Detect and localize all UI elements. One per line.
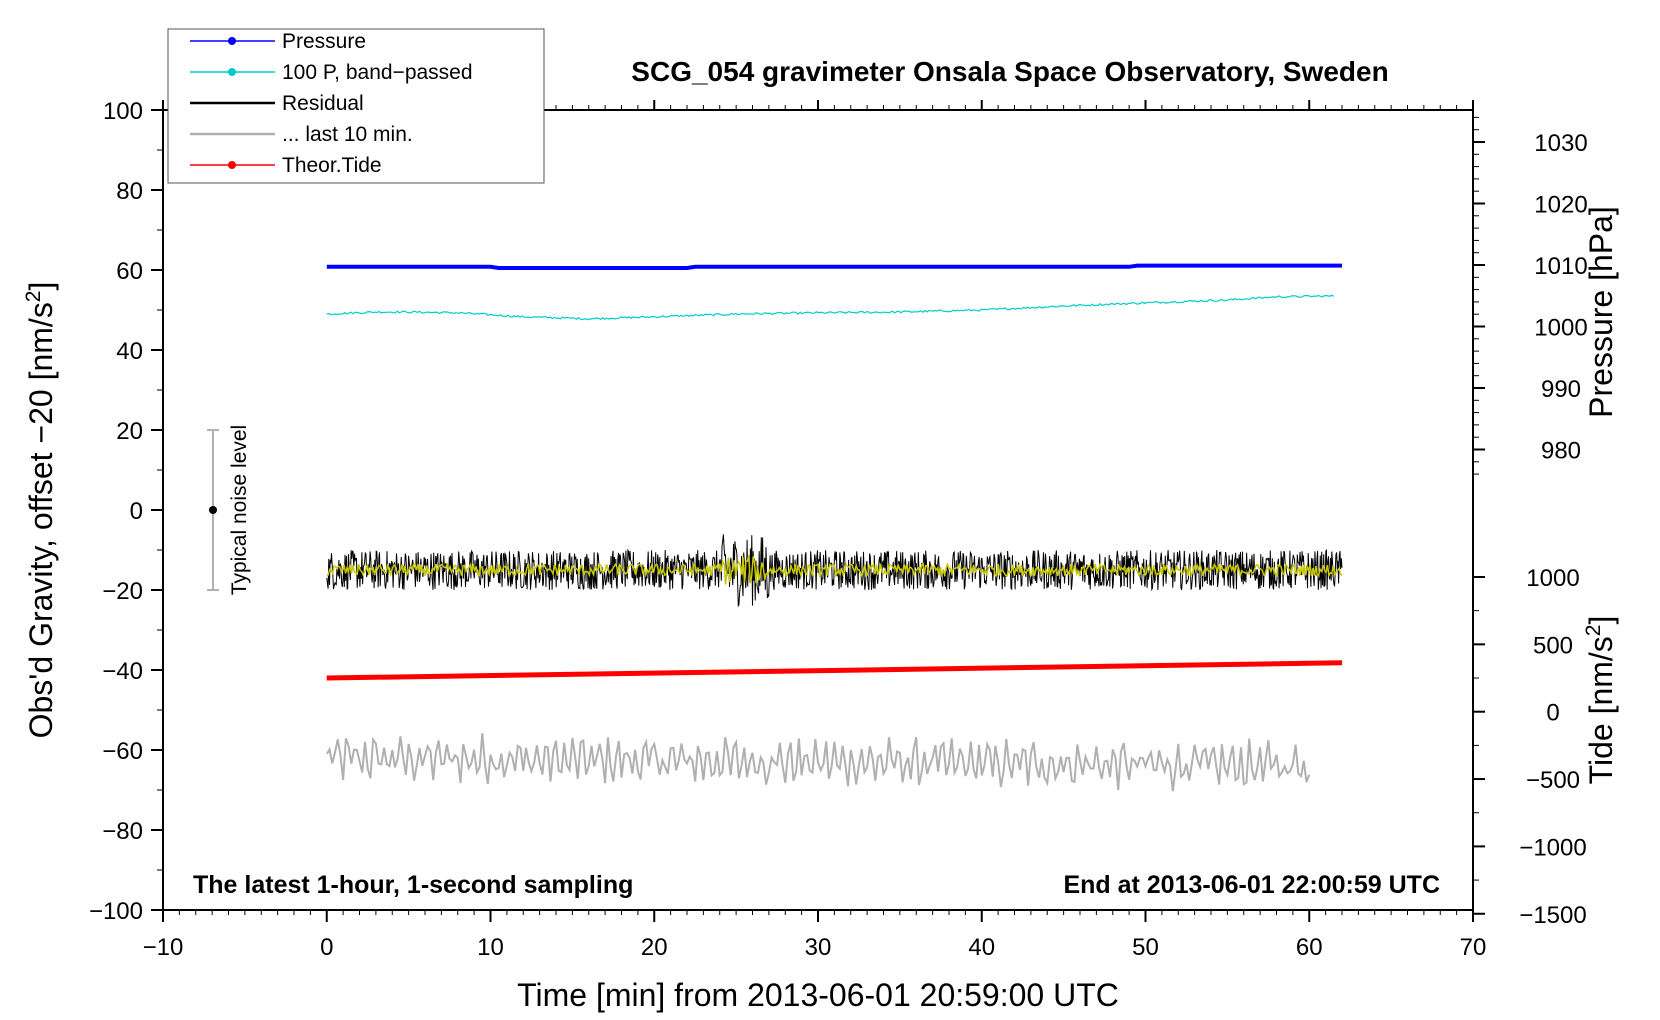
y-tick-label: −80: [102, 818, 143, 845]
y-axis-label-left: Obs'd Gravity, offset −20 [nm/s2]: [22, 282, 59, 739]
x-minor-ticks: [178, 105, 1458, 915]
pressure-ticks: 1030 1020 1010 1000 990 980: [1473, 116, 1588, 475]
y-tick-label: 20: [116, 418, 143, 445]
y-tick-label: 0: [130, 498, 143, 525]
legend-items: Pressure 100 P, band−passed Residual ... la…: [190, 30, 473, 177]
pressure-tick-label: 1020: [1534, 192, 1587, 219]
y-tick-label: 40: [116, 338, 143, 365]
legend-marker: [228, 68, 236, 76]
x-tick-label: 30: [805, 934, 832, 961]
legend-marker: [228, 37, 236, 45]
legend-label: Residual: [282, 92, 364, 115]
tide-tick-label: 1000: [1526, 565, 1579, 592]
y-label-left-sup: 2: [22, 290, 45, 302]
tide-tick-label: 500: [1533, 632, 1573, 659]
y-tick-label: −100: [89, 898, 143, 925]
y-tick-label: 100: [103, 98, 143, 125]
x-tick-label: 0: [320, 934, 333, 961]
noise-label: Typical noise level: [228, 425, 251, 595]
legend: Pressure 100 P, band−passed Residual ... la…: [167, 28, 545, 184]
x-tick-label: 20: [641, 934, 668, 961]
y-label-left-text: Obs'd Gravity, offset −20 [nm/s: [23, 302, 59, 738]
y-tick-label: −60: [102, 738, 143, 765]
legend-label: ... last 10 min.: [282, 123, 413, 146]
plot-frame: [162, 109, 1474, 911]
pressure-tick-label: 1010: [1534, 253, 1587, 280]
series-theor-tide: [326, 660, 1343, 681]
pressure-tick-label: 1000: [1534, 315, 1587, 342]
noise-bar: Typical noise level: [207, 425, 251, 595]
x-tick-label: 60: [1296, 934, 1323, 961]
chart-title: SCG_054 gravimeter Onsala Space Observat…: [631, 56, 1388, 87]
y-tick-label: 60: [116, 258, 143, 285]
pressure-tick-label: 980: [1541, 438, 1581, 465]
tide-tick-label: −1500: [1519, 902, 1586, 929]
tide-label-text: Tide [nm/s: [1583, 636, 1619, 784]
tide-label-close: ]: [1583, 616, 1619, 625]
x-tick-label: 70: [1460, 934, 1487, 961]
legend-box: [167, 28, 545, 184]
pressure-tick-label: 1030: [1534, 130, 1587, 157]
tide-ticks: 1000 500 0 −500 −1000 −1500: [1473, 565, 1587, 929]
x-tick-label: 40: [968, 934, 995, 961]
tide-axis-label: Tide [nm/s2]: [1582, 616, 1619, 785]
series-pressure-band-passed: [326, 294, 1335, 321]
noise-bar-center-dot: [209, 506, 217, 514]
note-right: End at 2013-06-01 22:00:59 UTC: [1063, 871, 1440, 899]
series-layer: [325, 263, 1343, 792]
pressure-axis-label: Pressure [hPa]: [1583, 206, 1619, 418]
tide-tick-label: −500: [1526, 767, 1580, 794]
y-label-left-close: ]: [23, 282, 59, 291]
legend-label: Theor.Tide: [282, 154, 382, 177]
series-residual: [326, 534, 1343, 608]
tide-tick-label: 0: [1546, 700, 1559, 727]
x-tick-label: 10: [477, 934, 504, 961]
y-tick-label: −40: [102, 658, 143, 685]
legend-marker: [228, 161, 236, 169]
x-ticks: −10 0 10 20 30 40 50 60 70: [143, 100, 1487, 961]
series-residual-smoothed: [326, 555, 1343, 585]
tide-label-sup: 2: [1582, 625, 1605, 637]
series-pressure: [326, 263, 1342, 270]
pressure-tick-label: 990: [1541, 376, 1581, 403]
x-axis-label: Time [min] from 2013-06-01 20:59:00 UTC: [517, 977, 1119, 1013]
tide-tick-label: −1000: [1519, 834, 1586, 861]
series-last-10-min: [325, 733, 1311, 792]
y-tick-label: −20: [102, 578, 143, 605]
legend-label: Pressure: [282, 30, 366, 53]
x-tick-label: −10: [143, 934, 184, 961]
legend-label: 100 P, band−passed: [282, 61, 473, 84]
x-tick-label: 50: [1132, 934, 1159, 961]
note-left: The latest 1-hour, 1-second sampling: [193, 871, 633, 899]
y-ticks: 100 80 60 40 20 0 −20 −40 −60 −80 −100: [89, 98, 163, 925]
y-tick-label: 80: [116, 178, 143, 205]
